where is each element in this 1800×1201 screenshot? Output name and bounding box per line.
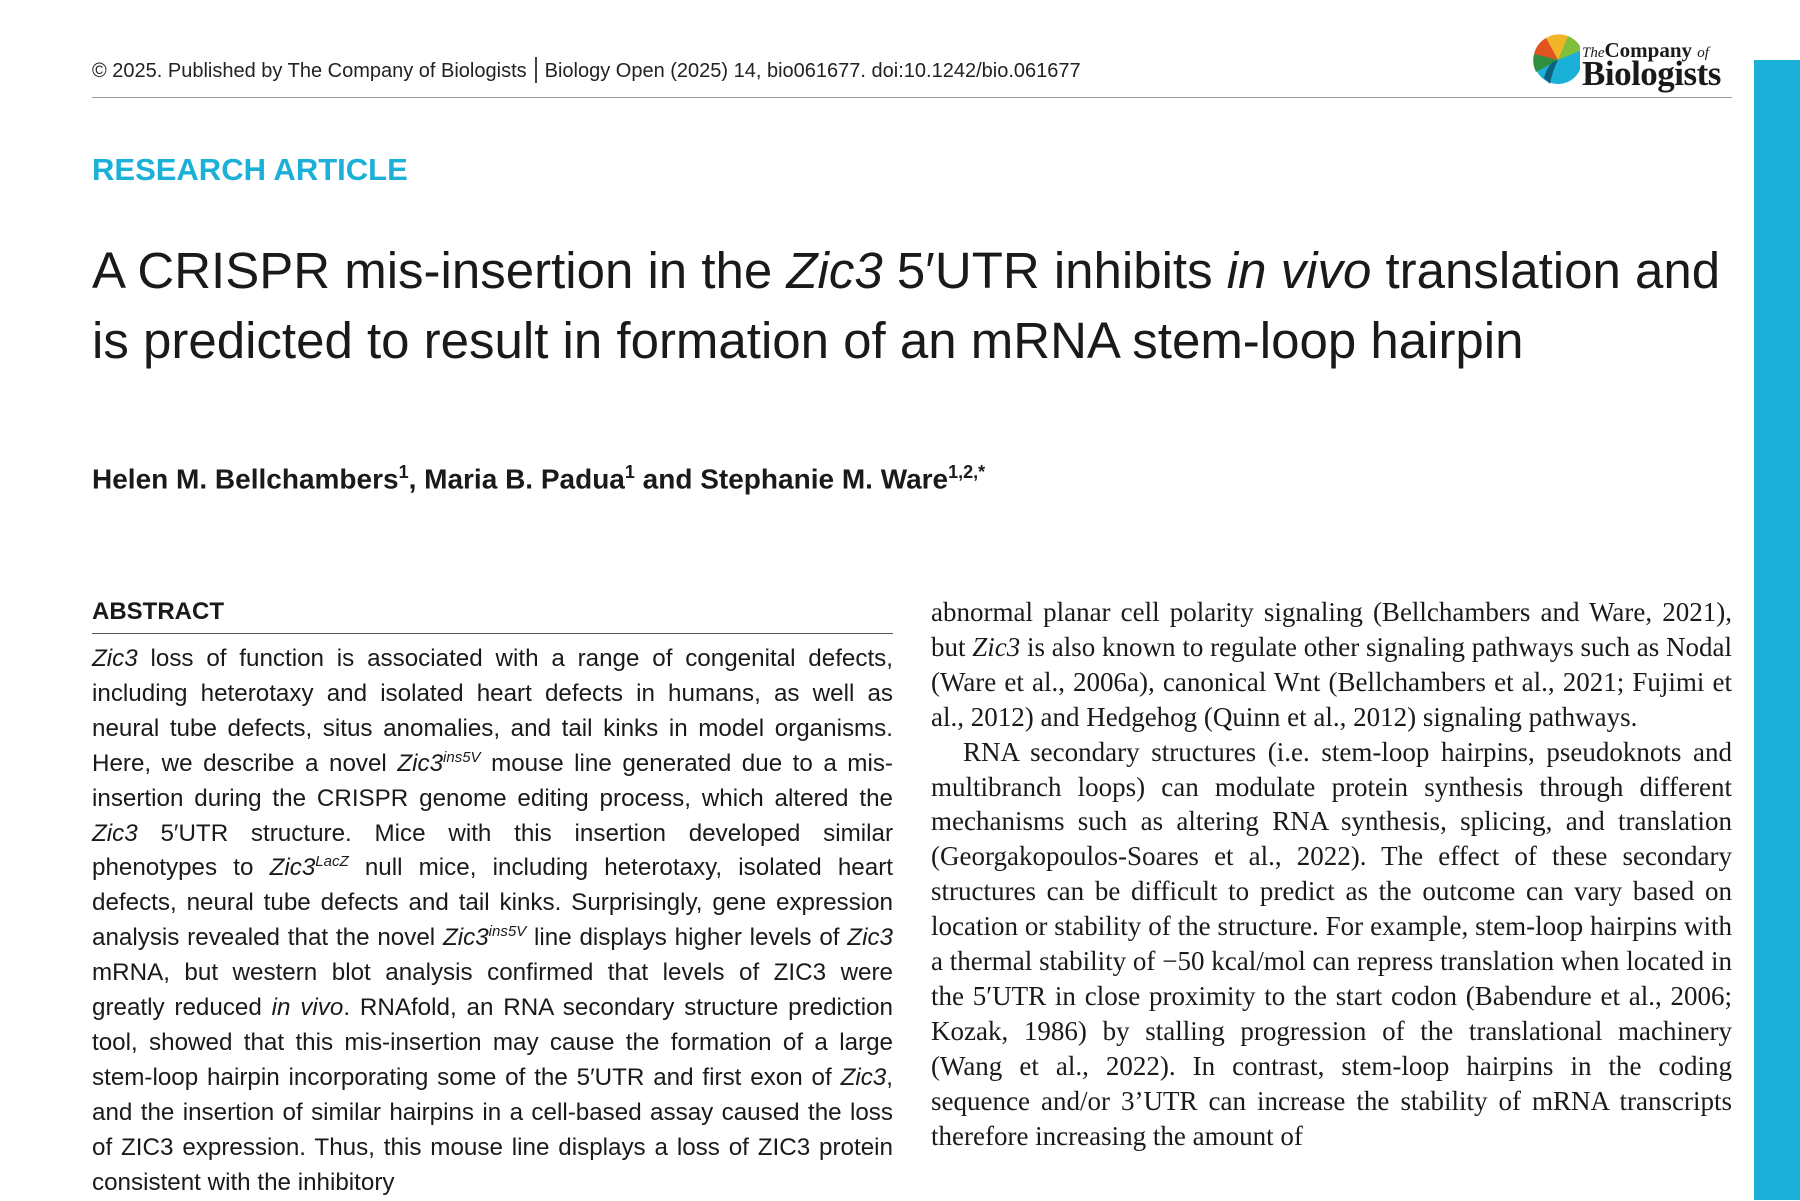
author-list: Helen M. Bellchambers1, Maria B. Padua1 … — [92, 462, 986, 495]
running-header: © 2025. Published by The Company of Biol… — [92, 57, 1732, 83]
logo-line-2: Biologists — [1582, 54, 1721, 93]
body-paragraph: abnormal planar cell polarity signaling … — [931, 597, 1732, 732]
header-rule — [92, 97, 1732, 98]
author-name: Helen M. Bellchambers — [92, 463, 399, 495]
abstract-rule — [92, 633, 893, 634]
journal-side-bar — [1754, 60, 1800, 1200]
body-paragraph: RNA secondary structures (i.e. stem-loop… — [931, 736, 1732, 1151]
author-affiliation: 1 — [624, 462, 635, 482]
body-text-column: abnormal planar cell polarity signaling … — [931, 595, 1732, 1154]
citation-text[interactable]: Biology Open (2025) 14, bio061677. doi:1… — [544, 60, 1081, 82]
copyright-text: © 2025. Published by The Company of Biol… — [92, 60, 527, 82]
author-affiliation: 1 — [398, 462, 409, 482]
header-separator — [534, 57, 537, 83]
publisher-logo[interactable]: TheCompany of Biologists — [1530, 32, 1735, 98]
author-name: Stephanie M. Ware — [700, 463, 949, 495]
author-affiliation: 1,2,* — [948, 462, 986, 482]
logo-line-1: TheCompany of — [1582, 38, 1709, 62]
abstract-heading: ABSTRACT — [92, 598, 224, 625]
author-name: Maria B. Padua — [424, 463, 625, 495]
article-title: A CRISPR mis-insertion in the Zic3 5′UTR… — [92, 242, 1721, 369]
publisher-logo-icon — [1533, 34, 1580, 84]
abstract-text: Zic3 loss of function is associated with… — [92, 645, 894, 1196]
article-type-label: RESEARCH ARTICLE — [92, 152, 408, 187]
